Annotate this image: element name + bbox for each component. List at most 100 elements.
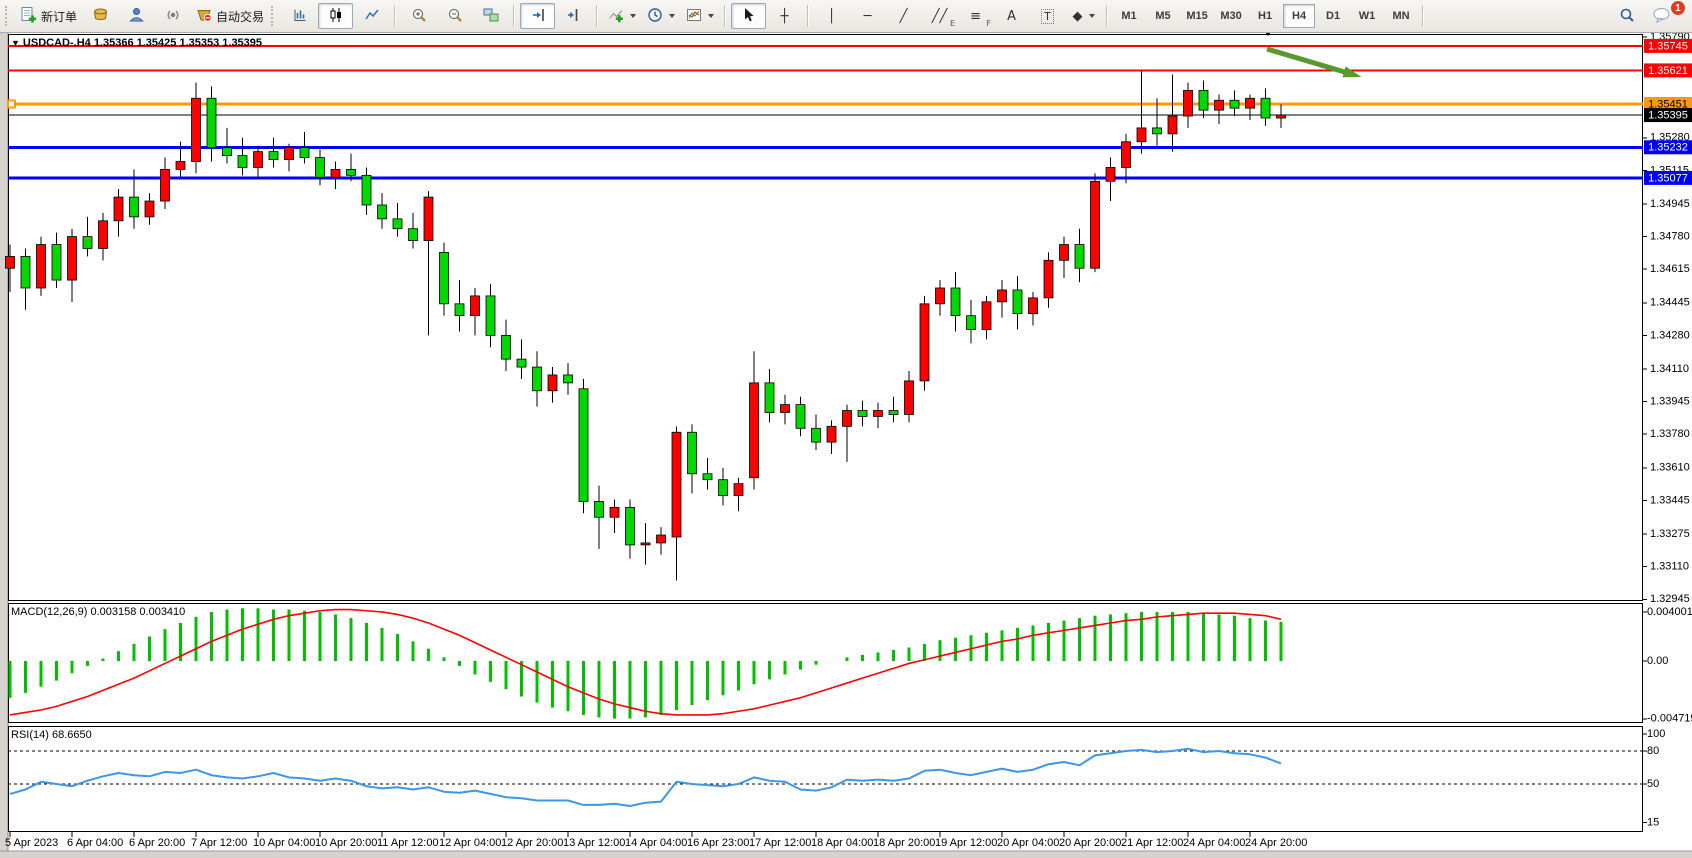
toolbar-separator bbox=[394, 5, 397, 27]
svg-text:13 Apr 12:00: 13 Apr 12:00 bbox=[563, 837, 625, 849]
person-icon bbox=[128, 7, 145, 25]
svg-text:50: 50 bbox=[1647, 778, 1659, 790]
svg-text:18 Apr 20:00: 18 Apr 20:00 bbox=[873, 837, 935, 849]
horizontal-line-icon: ─ bbox=[863, 8, 872, 24]
arrows-tool-button[interactable]: ◆ bbox=[1066, 3, 1101, 29]
svg-text:1.35621: 1.35621 bbox=[1648, 65, 1688, 77]
timeframe-w1-button[interactable]: W1 bbox=[1358, 10, 1376, 22]
market-watch-button[interactable] bbox=[83, 3, 118, 29]
svg-text:-0.004719: -0.004719 bbox=[1647, 713, 1692, 725]
svg-text:100: 100 bbox=[1647, 728, 1665, 740]
fibonacci-tool-button[interactable]: ≡ F bbox=[958, 3, 993, 29]
crosshair-icon: ┼ bbox=[780, 8, 789, 24]
timeframes-group: M1 M5 M15 M30 H1 H4 D1 W1 MN bbox=[1113, 4, 1417, 28]
line-chart-button[interactable] bbox=[354, 3, 389, 29]
svg-text:6 Apr 04:00: 6 Apr 04:00 bbox=[67, 837, 123, 849]
svg-text:24 Apr 04:00: 24 Apr 04:00 bbox=[1183, 837, 1245, 849]
timeframe-d1-button[interactable]: D1 bbox=[1326, 10, 1341, 22]
cursor-icon bbox=[741, 7, 757, 26]
new-order-label: 新订单 bbox=[41, 9, 78, 24]
macd-panel-label: MACD(12,26,9) 0.003158 0.003410 bbox=[11, 606, 186, 618]
signals-button[interactable] bbox=[155, 3, 190, 29]
svg-text:20 Apr 20:00: 20 Apr 20:00 bbox=[1059, 837, 1121, 849]
chart-title: ▼ USDCAD-.H4 1.35366 1.35425 1.35353 1.35… bbox=[11, 37, 262, 49]
svg-text:5 Apr 2023: 5 Apr 2023 bbox=[5, 837, 58, 849]
timeframe-m30-button[interactable]: M30 bbox=[1220, 10, 1242, 22]
vertical-line-tool-button[interactable]: │ bbox=[814, 3, 849, 29]
toolbar: 新订单 自动交易 bbox=[0, 0, 1692, 33]
zoom-out-button[interactable] bbox=[437, 3, 472, 29]
timeframe-h1-button[interactable]: H1 bbox=[1258, 10, 1273, 22]
signal-icon bbox=[165, 7, 181, 26]
timeframe-h4-button[interactable]: H4 bbox=[1283, 4, 1316, 28]
svg-text:1.35745: 1.35745 bbox=[1648, 40, 1688, 52]
svg-text:7 Apr 12:00: 7 Apr 12:00 bbox=[191, 837, 247, 849]
timeframe-m1-button[interactable]: M1 bbox=[1121, 10, 1137, 22]
tile-windows-button[interactable] bbox=[473, 3, 508, 29]
timeframe-m5-button[interactable]: M5 bbox=[1155, 10, 1171, 22]
svg-text:20 Apr 04:00: 20 Apr 04:00 bbox=[997, 837, 1059, 849]
equidistant-channel-sub-label: E bbox=[949, 19, 956, 28]
auto-scroll-icon bbox=[530, 7, 546, 26]
text-tool-button[interactable]: A bbox=[994, 3, 1029, 29]
trendline-icon: ╱ bbox=[899, 8, 908, 24]
community-button[interactable] bbox=[119, 3, 154, 29]
fibonacci-sub-label: F bbox=[986, 19, 992, 28]
indicators-button[interactable] bbox=[603, 3, 641, 29]
chart-title-text: USDCAD-.H4 1.35366 1.35425 1.35353 1.353… bbox=[22, 37, 263, 49]
bar-chart-button[interactable] bbox=[282, 3, 317, 29]
collapse-triangle-icon: ▼ bbox=[11, 38, 20, 48]
toolbar-separator bbox=[724, 5, 727, 27]
fibonacci-icon: ≡ bbox=[970, 8, 981, 24]
toolbar-separator bbox=[513, 5, 516, 27]
svg-text:1.35232: 1.35232 bbox=[1648, 142, 1688, 154]
svg-text:80: 80 bbox=[1647, 745, 1659, 757]
autotrade-icon bbox=[196, 7, 212, 25]
equidistant-channel-tool-button[interactable]: ╱╱ E bbox=[922, 3, 957, 29]
svg-text:1.33110: 1.33110 bbox=[1650, 561, 1689, 573]
svg-text:14 Apr 04:00: 14 Apr 04:00 bbox=[625, 837, 687, 849]
chart-shift-button[interactable] bbox=[556, 3, 591, 29]
zoom-in-button[interactable] bbox=[401, 3, 436, 29]
arrows-icon: ◆ bbox=[1072, 8, 1083, 24]
new-order-button[interactable]: 新订单 bbox=[16, 3, 82, 29]
svg-text:24 Apr 20:00: 24 Apr 20:00 bbox=[1245, 837, 1307, 849]
autotrade-button[interactable]: 自动交易 bbox=[191, 3, 269, 29]
notification-count-badge: 1 bbox=[1670, 0, 1686, 16]
horizontal-line-tool-button[interactable]: ─ bbox=[850, 3, 885, 29]
periods-button[interactable] bbox=[642, 3, 680, 29]
timeframe-m15-button[interactable]: M15 bbox=[1186, 10, 1208, 22]
candlestick-button[interactable] bbox=[318, 3, 354, 29]
wallet-icon bbox=[92, 7, 109, 25]
vertical-line-icon: │ bbox=[827, 8, 836, 24]
text-label-tool-button[interactable]: T bbox=[1030, 3, 1065, 29]
svg-text:16 Apr 23:00: 16 Apr 23:00 bbox=[687, 837, 749, 849]
clock-icon bbox=[647, 7, 663, 26]
svg-text:1.32945: 1.32945 bbox=[1650, 593, 1690, 605]
templates-caret-icon bbox=[708, 14, 715, 18]
svg-text:1.35395: 1.35395 bbox=[1648, 109, 1688, 121]
svg-text:12 Apr 20:00: 12 Apr 20:00 bbox=[501, 837, 563, 849]
svg-text:1.33945: 1.33945 bbox=[1650, 396, 1690, 408]
auto-scroll-button[interactable] bbox=[520, 3, 556, 29]
crosshair-tool-button[interactable]: ┼ bbox=[767, 3, 802, 29]
notifications-button[interactable]: 1 bbox=[1645, 0, 1686, 29]
svg-text:1.34780: 1.34780 bbox=[1650, 231, 1690, 243]
svg-text:1.34280: 1.34280 bbox=[1650, 329, 1690, 341]
timeframe-mn-button[interactable]: MN bbox=[1392, 10, 1410, 22]
equidistant-channel-icon: ╱╱ bbox=[931, 8, 948, 24]
svg-text:1.34615: 1.34615 bbox=[1650, 263, 1690, 275]
svg-text:18 Apr 04:00: 18 Apr 04:00 bbox=[811, 837, 873, 849]
templates-button[interactable] bbox=[681, 3, 719, 29]
indicators-icon bbox=[608, 7, 624, 26]
svg-text:1.35077: 1.35077 bbox=[1648, 172, 1688, 184]
template-icon bbox=[686, 7, 702, 26]
svg-text:10 Apr 04:00: 10 Apr 04:00 bbox=[253, 837, 315, 849]
text-icon: A bbox=[1007, 8, 1016, 24]
svg-text:11 Apr 12:00: 11 Apr 12:00 bbox=[377, 837, 439, 849]
svg-text:1.34945: 1.34945 bbox=[1650, 198, 1690, 210]
cursor-button[interactable] bbox=[731, 3, 767, 29]
search-button[interactable] bbox=[1609, 3, 1644, 29]
trendline-tool-button[interactable]: ╱ bbox=[886, 3, 921, 29]
